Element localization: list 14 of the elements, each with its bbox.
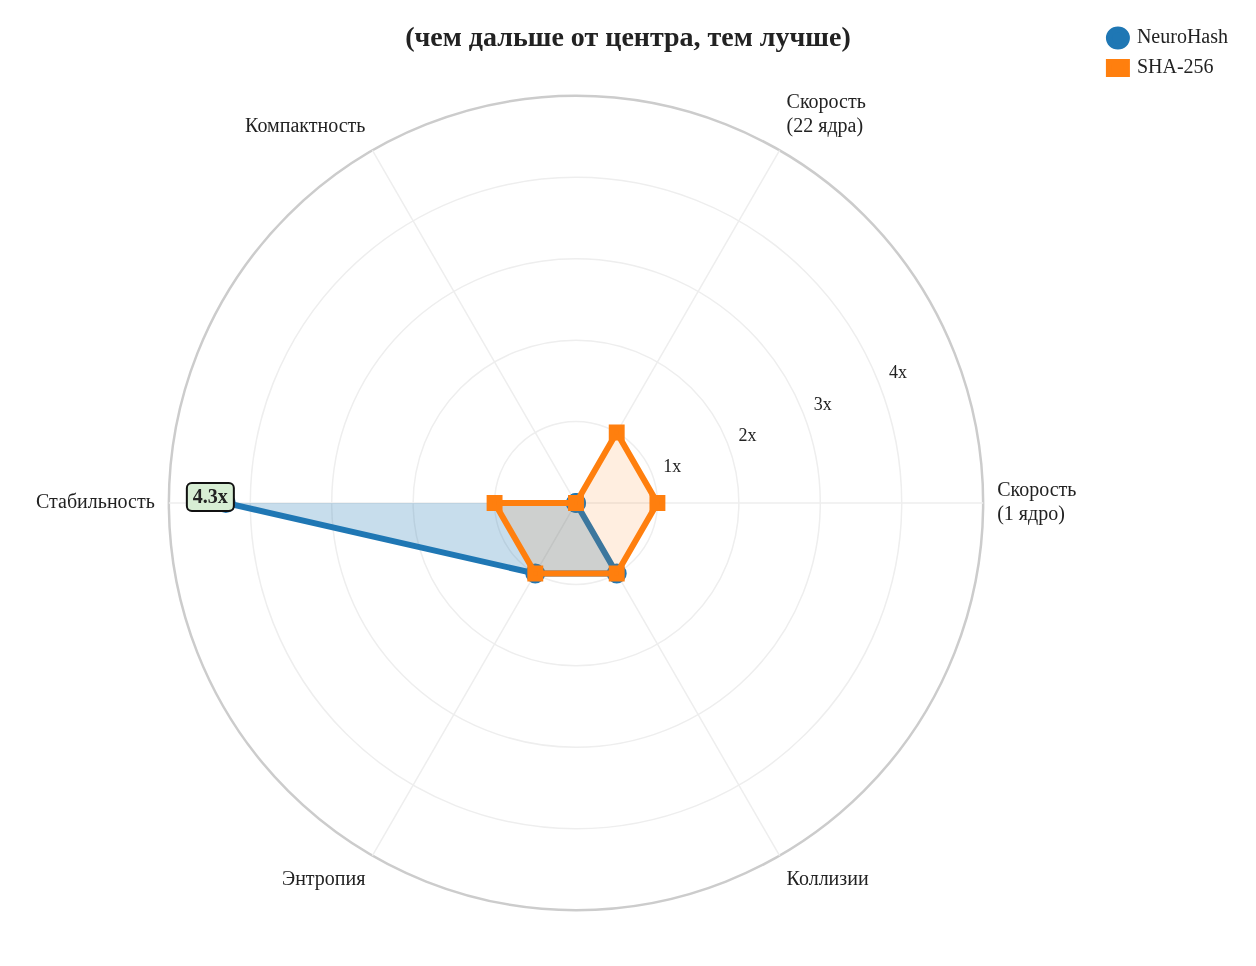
spoke-label: Стабильность [36, 490, 155, 513]
data-label: 4.3x [192, 485, 228, 508]
spoke-label: Компактность [245, 113, 366, 136]
spoke-label: Энтропия [281, 866, 366, 890]
spoke-label: Скорость (1 ядро) [997, 478, 1077, 526]
spoke-label: Коллизии [786, 866, 869, 889]
y-tick-label: 4x [889, 362, 908, 383]
spoke-label: Скорость (22 ядра) [786, 89, 866, 137]
legend-label: SHA-256 [1136, 55, 1214, 78]
y-tick-label: 1x [663, 455, 682, 476]
y-tick-label: 3x [813, 393, 832, 414]
legend-label: NeuroHash [1136, 25, 1229, 48]
chart-title: (чем дальше от центра, тем лучше) [405, 21, 851, 53]
y-tick-label: 2x [738, 424, 757, 445]
